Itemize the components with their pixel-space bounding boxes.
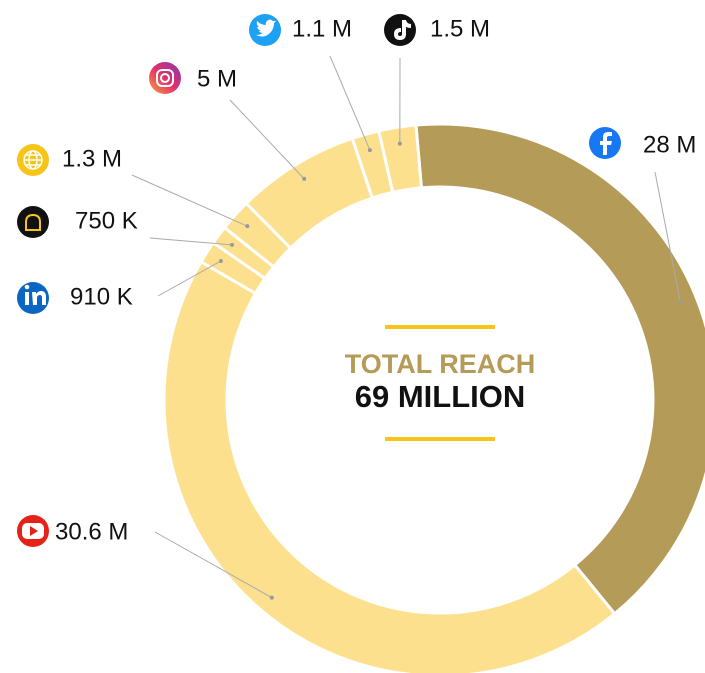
- center-value: 69 MILLION: [355, 379, 526, 414]
- web-glyph: [23, 150, 43, 170]
- leader-line: [654, 171, 681, 303]
- tiktok-glyph: [394, 20, 411, 40]
- app-glyph: [25, 213, 41, 231]
- icons: [17, 14, 621, 547]
- slices: [162, 122, 705, 673]
- leader-dot: [245, 224, 250, 229]
- value-label: 5 M: [197, 65, 237, 92]
- slice: [377, 123, 424, 195]
- leader-line: [229, 99, 305, 180]
- value-label: 910 K: [70, 283, 133, 310]
- twitter-glyph: [256, 19, 276, 37]
- value-label: 28 M: [643, 131, 696, 158]
- value-label: 750 K: [75, 207, 138, 234]
- center-title: TOTAL REACH: [345, 349, 536, 379]
- divider: [385, 325, 495, 329]
- leader-dot: [269, 595, 274, 600]
- value-label: 1.5 M: [430, 15, 490, 42]
- leader-line: [149, 237, 233, 246]
- leader-line: [154, 531, 273, 599]
- value-label: 1.1 M: [292, 15, 352, 42]
- linkedin-glyph: [25, 291, 46, 305]
- leader-line: [131, 174, 248, 227]
- linkedin-dot: [24, 284, 30, 290]
- value-label: 30.6 M: [55, 518, 128, 545]
- leader-dot: [229, 242, 234, 247]
- slice: [414, 122, 705, 616]
- leader-dot: [678, 300, 683, 305]
- leader-dot: [367, 148, 372, 153]
- leader-dot: [397, 141, 402, 146]
- facebook-glyph: [600, 132, 612, 155]
- youtube-play: [30, 526, 38, 536]
- instagram-glyph: [156, 69, 174, 87]
- app-icon: [17, 206, 49, 238]
- leader-dot: [302, 176, 307, 181]
- divider: [385, 437, 495, 441]
- instagram-lens: [160, 73, 170, 83]
- leader-line: [329, 55, 371, 151]
- slice: [162, 259, 617, 673]
- leader-line: [157, 260, 222, 297]
- leader-dot: [218, 258, 223, 263]
- instagram-icon: [149, 62, 181, 94]
- value-label: 1.3 M: [62, 145, 122, 172]
